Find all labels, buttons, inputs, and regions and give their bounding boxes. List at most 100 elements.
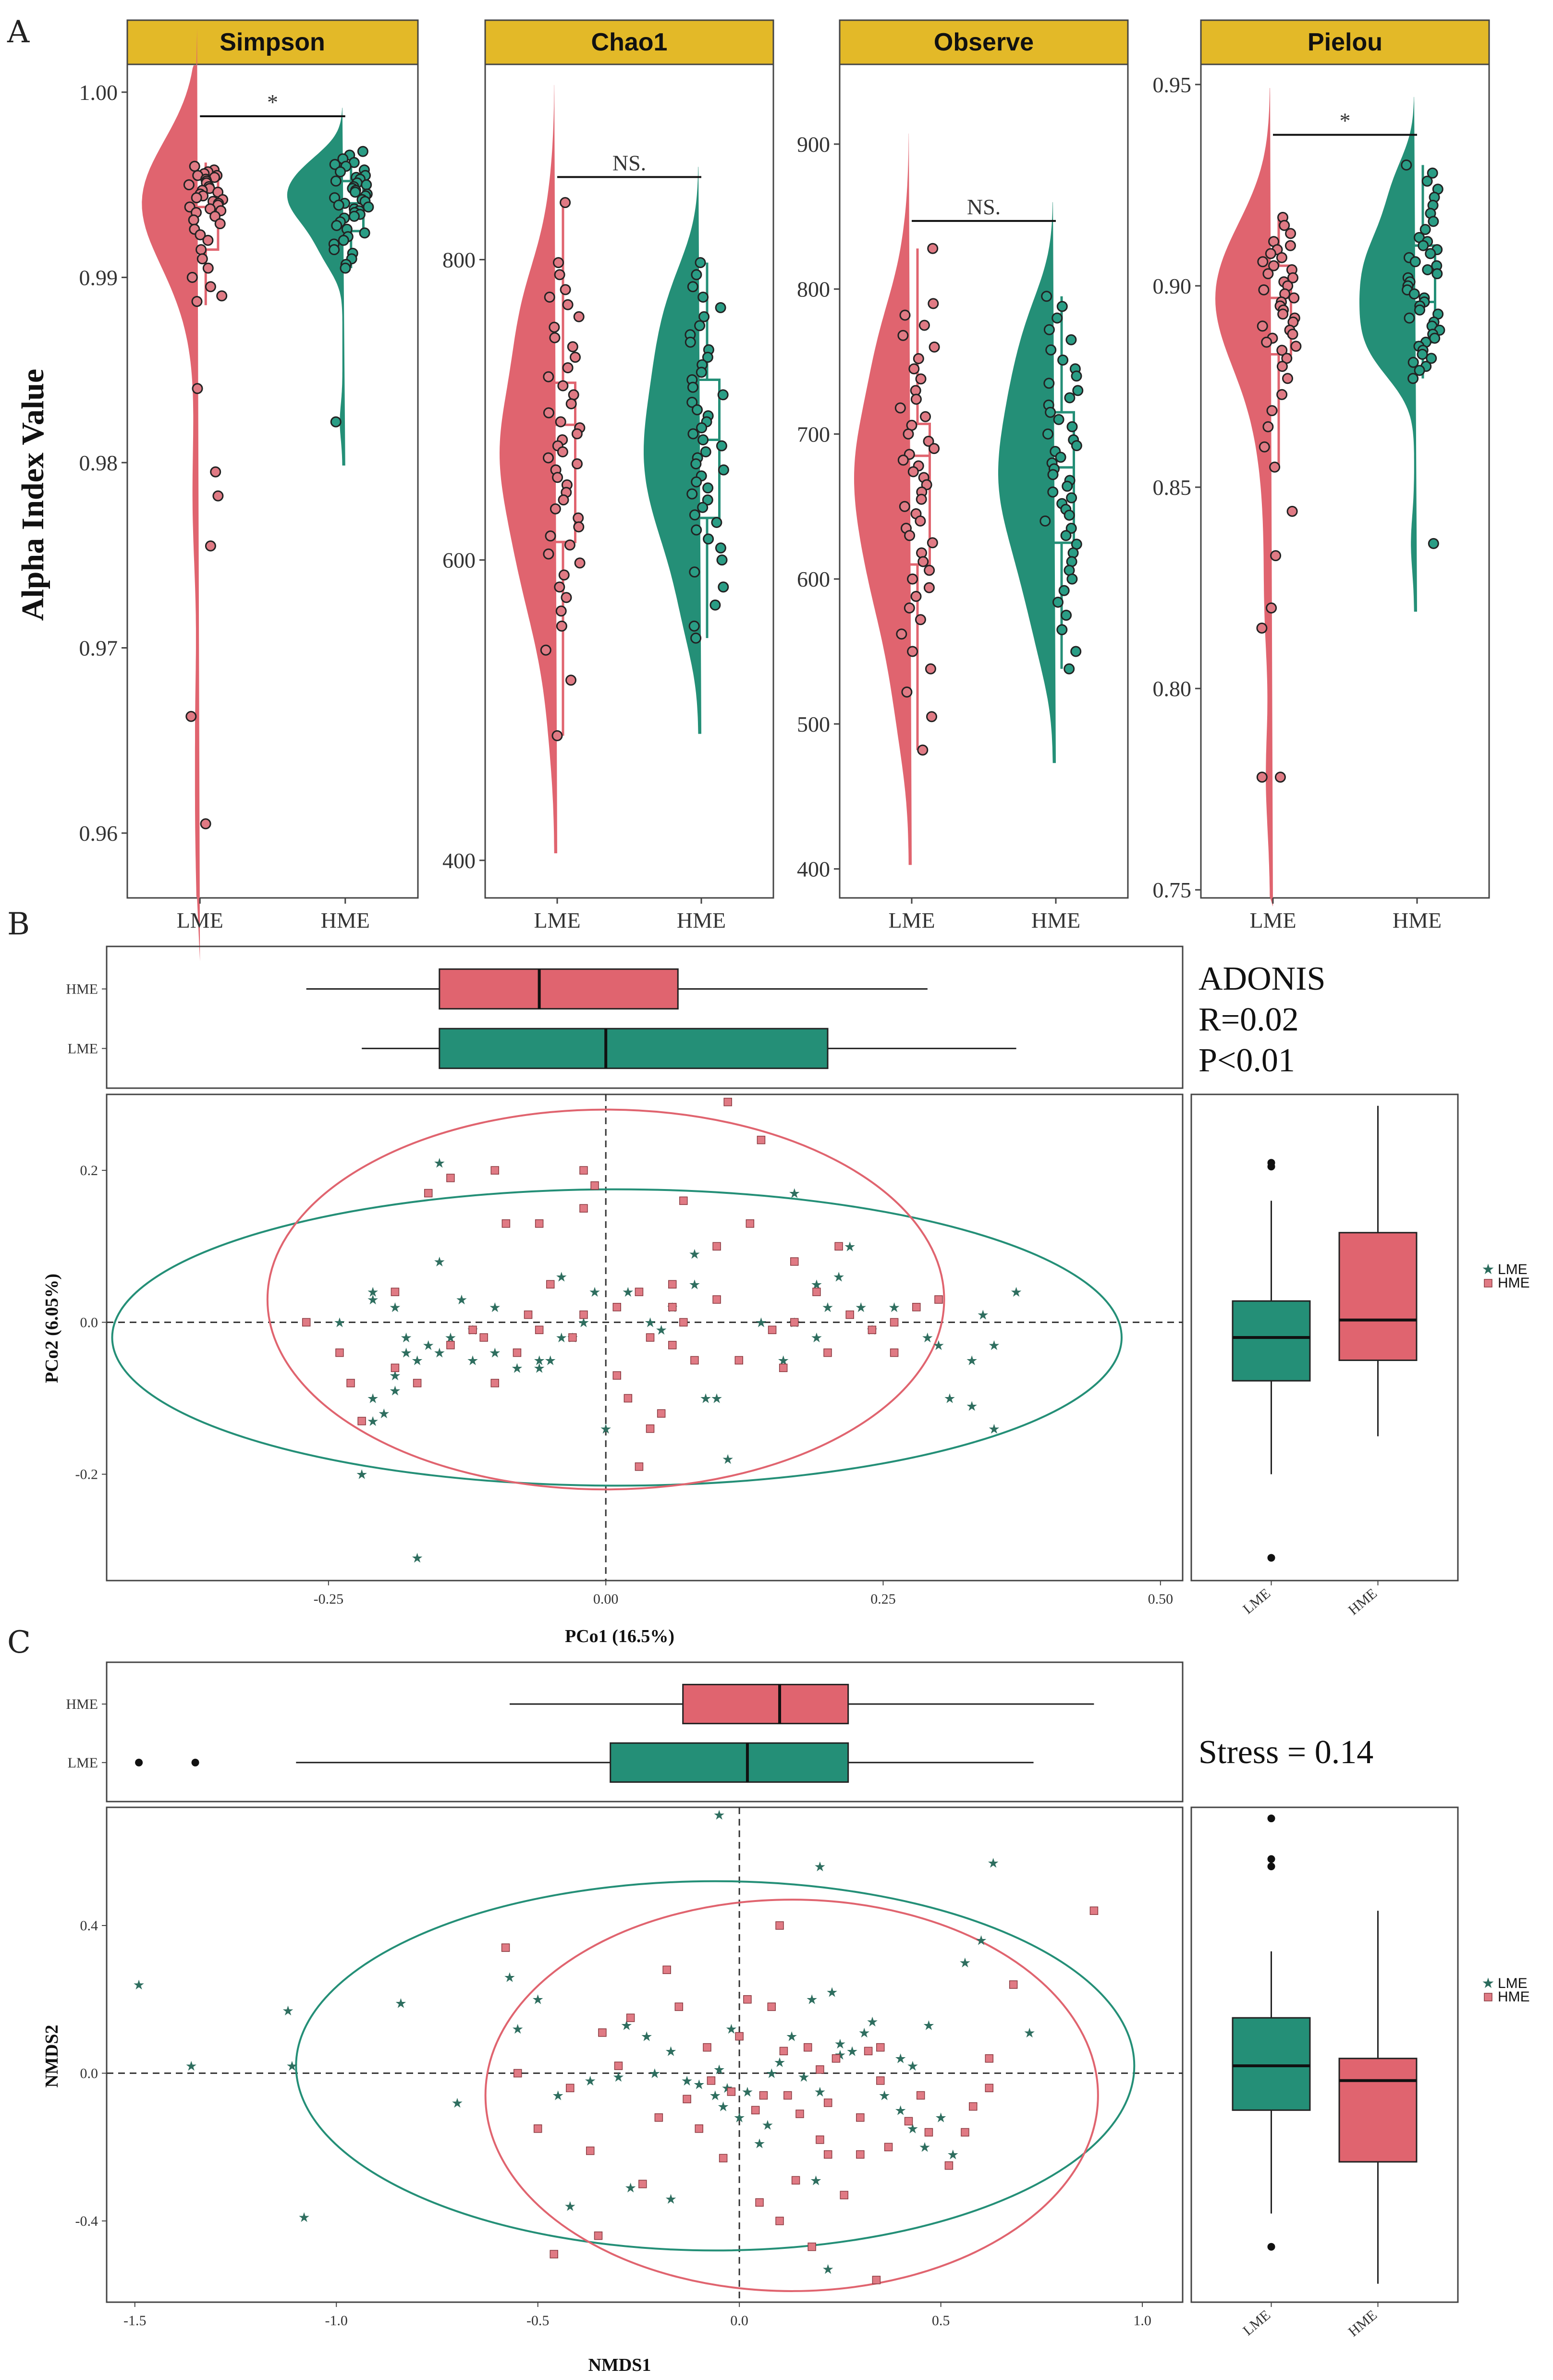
data-point	[1287, 329, 1298, 340]
data-point-hme	[468, 1325, 477, 1334]
data-point-hme	[695, 2124, 704, 2133]
legend-label-lme: LME	[1498, 1975, 1528, 1991]
data-point	[552, 472, 563, 483]
panel-a-ylabel: Alpha Index Value	[15, 369, 50, 621]
data-point	[899, 501, 910, 512]
data-point-lme: ★	[786, 2029, 798, 2044]
data-point-hme	[646, 1333, 655, 1342]
data-point-hme	[856, 2150, 865, 2159]
data-point	[545, 530, 556, 542]
data-point-hme	[391, 1363, 400, 1372]
data-point-lme: ★	[641, 2029, 653, 2044]
data-point-lme: ★	[624, 2181, 636, 2196]
data-point	[210, 466, 221, 478]
data-point	[1276, 361, 1288, 372]
data-point	[560, 284, 571, 295]
data-point-lme: ★	[1010, 1285, 1022, 1300]
data-point	[558, 494, 569, 506]
data-point-hme	[712, 1295, 721, 1304]
x-tick-label: -1.5	[123, 2313, 147, 2329]
data-point-lme: ★	[681, 2073, 693, 2088]
significance-label: *	[267, 90, 278, 114]
data-point-hme	[807, 2242, 816, 2251]
data-point-lme: ★	[665, 2192, 677, 2207]
data-point-lme: ★	[814, 2085, 826, 2099]
x-axis-title: PCo1 (16.5%)	[565, 1626, 674, 1646]
y-axis-title: PCo2 (6.05%)	[42, 1274, 62, 1383]
data-point-lme: ★	[378, 1406, 390, 1421]
data-point	[186, 271, 198, 283]
data-point	[1070, 646, 1082, 657]
data-point-hme	[884, 2143, 893, 2151]
data-point-lme: ★	[834, 2036, 846, 2051]
data-point-hme	[568, 1333, 577, 1342]
panel-letter-a: A	[7, 14, 30, 50]
data-point	[1414, 365, 1425, 376]
facet-title: Chao1	[591, 28, 668, 56]
data-point	[183, 179, 195, 191]
x-tick-label: 0.00	[593, 1591, 619, 1607]
y-axis: 400 500 600 700 800 900	[797, 132, 840, 882]
data-point	[1257, 256, 1269, 268]
data-point-lme: ★	[866, 2014, 878, 2029]
data-point-lme: ★	[833, 1270, 845, 1285]
data-point-hme	[790, 1318, 799, 1327]
x-tick-label: 0.50	[1148, 1591, 1174, 1607]
data-point-hme	[924, 2128, 933, 2137]
data-point-hme	[424, 1189, 433, 1198]
confidence-ellipse-hme	[266, 1108, 945, 1491]
data-point-lme: ★	[600, 1422, 612, 1436]
data-point-lme: ★	[713, 2062, 725, 2077]
data-point	[549, 321, 560, 333]
data-point-hme	[804, 2043, 812, 2052]
data-point	[549, 332, 561, 344]
data-point-lme: ★	[532, 1992, 544, 2007]
data-point-hme	[834, 1242, 843, 1251]
data-point	[205, 203, 216, 215]
facet-strip	[484, 19, 774, 65]
data-point-hme	[743, 1995, 752, 2004]
data-point-hme	[816, 2065, 824, 2074]
box-lme	[439, 1028, 829, 1069]
data-point	[709, 599, 721, 611]
data-point	[196, 253, 208, 265]
data-point	[561, 592, 572, 603]
box-hme	[682, 1683, 849, 1725]
data-point	[907, 646, 918, 657]
legend-marker-lme: ★	[1482, 1975, 1495, 1991]
data-point-lme: ★	[489, 1300, 501, 1315]
outlier-point	[191, 1758, 199, 1767]
data-point-hme	[703, 2043, 711, 2052]
data-point	[357, 146, 368, 157]
y-tick-label: 400	[442, 848, 476, 873]
data-point-lme: ★	[665, 2044, 677, 2059]
scatter-plot: ★★★★★★★★★★★★★★★★★★★★★★★★★★★★★★★★★★★★★★★★…	[75, 1094, 1183, 1607]
data-point	[1414, 304, 1425, 316]
data-point	[350, 186, 361, 198]
data-point	[691, 524, 702, 536]
data-point-lme: ★	[298, 2210, 310, 2225]
outlier-point	[1267, 1159, 1275, 1167]
data-point	[687, 381, 698, 393]
data-point	[1039, 515, 1051, 527]
data-point	[923, 436, 934, 447]
data-point	[191, 296, 203, 307]
data-point-lme: ★	[906, 2059, 918, 2073]
half-violin-lme	[500, 85, 557, 854]
data-point-hme	[795, 2110, 804, 2118]
top-boxplot: HME LME	[66, 1683, 1094, 1783]
data-point-lme: ★	[356, 1467, 368, 1482]
legend-label-lme: LME	[1498, 1262, 1528, 1277]
data-point	[1266, 405, 1278, 417]
data-point-lme: ★	[888, 1300, 900, 1315]
data-point-lme: ★	[533, 1361, 545, 1375]
data-point	[927, 243, 939, 254]
facet-plot-frame	[1200, 63, 1490, 899]
data-point-lme: ★	[433, 1155, 445, 1170]
data-point	[694, 320, 706, 331]
outlier-point	[1267, 1862, 1275, 1870]
data-point	[333, 199, 344, 211]
data-point	[899, 309, 911, 321]
data-point	[928, 298, 939, 309]
outlier-point	[1267, 1855, 1275, 1863]
